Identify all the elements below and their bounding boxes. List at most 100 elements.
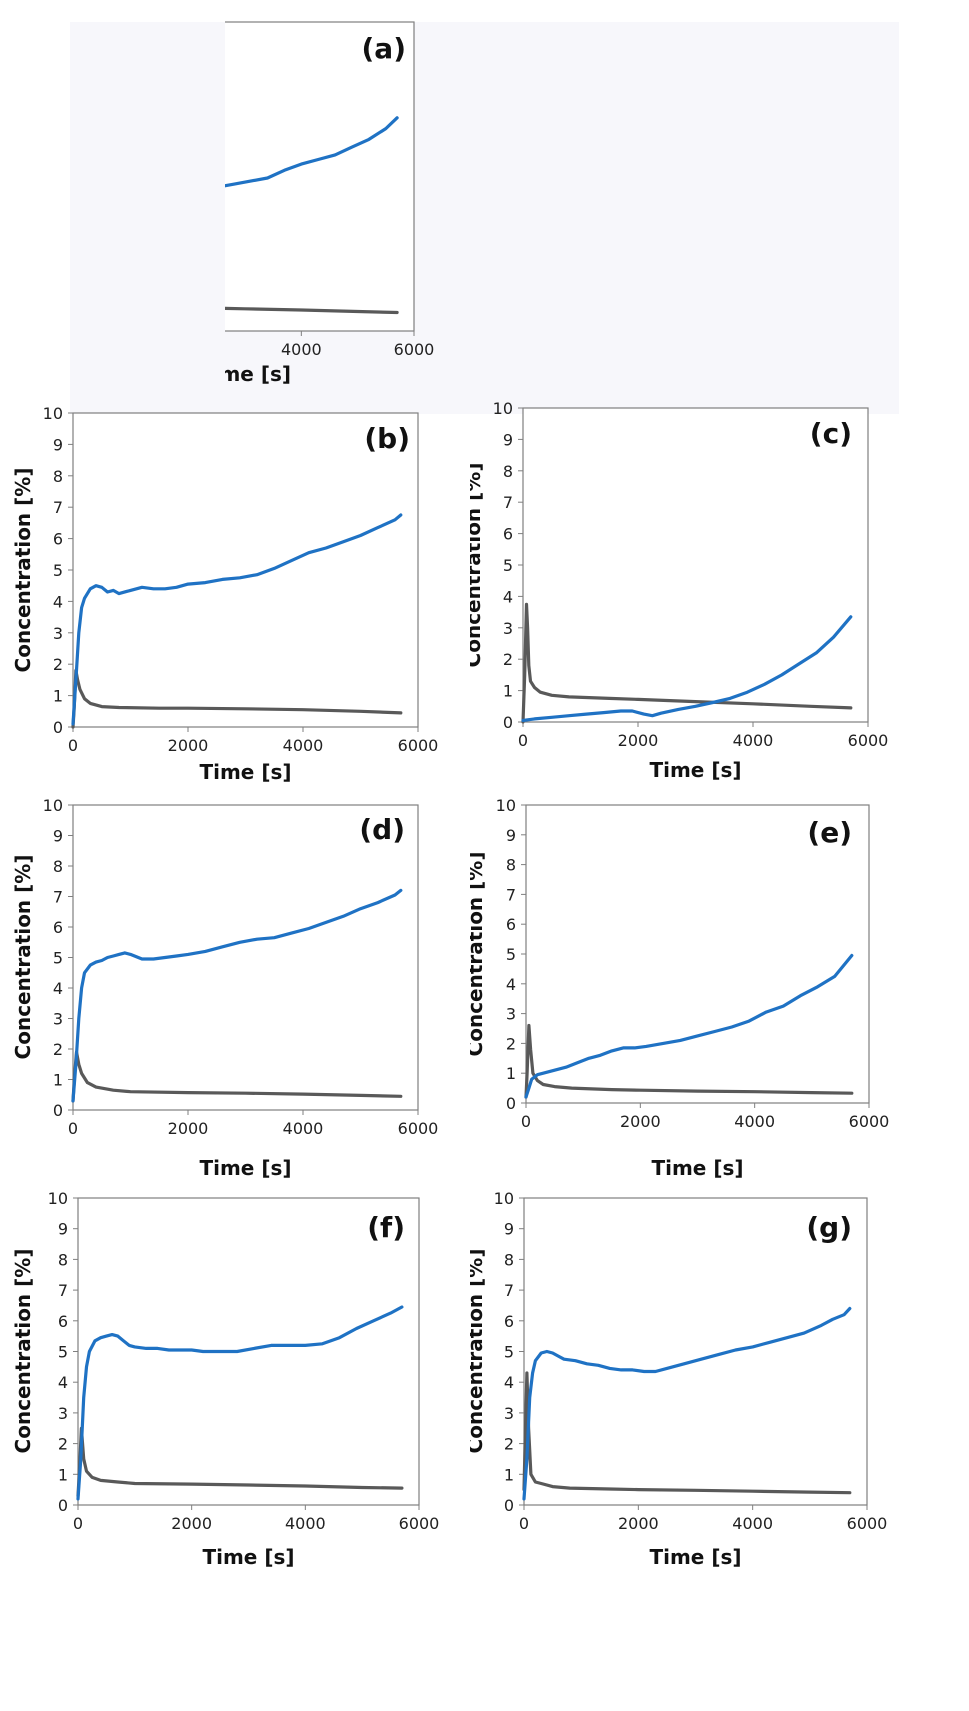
chart-panel-g: 0 1 2 3 4 5 6 7 8 9 10 0 2000 4000 6000 Time [s] Concent… xyxy=(470,1185,969,1711)
panel-a-background xyxy=(70,22,899,414)
chart-panel-e: 0 1 2 3 4 5 6 7 8 9 10 0 2000 4000 6000 Time [s] Concent… xyxy=(470,790,969,1185)
y-tick-label: 0 xyxy=(53,718,63,737)
series-line-co2 xyxy=(71,888,403,1103)
y-tick-label: 0 xyxy=(506,1094,516,1113)
y-tick-label: 10 xyxy=(494,1189,514,1208)
plot-frame-e xyxy=(525,804,870,1104)
y-tick-label: 2 xyxy=(504,1435,514,1454)
x-axis-title: Time [s] xyxy=(199,1156,291,1180)
y-tick-label: 10 xyxy=(493,399,513,418)
plot-frame-c xyxy=(522,407,869,723)
y-tick-label: 2 xyxy=(503,650,513,669)
series-line-co2 xyxy=(521,615,853,722)
series-line-co2 xyxy=(524,953,854,1099)
x-tick-label: 4000 xyxy=(734,1112,775,1131)
y-tick-label: 2 xyxy=(58,1435,68,1454)
y-tick-label: 5 xyxy=(58,1343,68,1362)
x-tick-label: 4000 xyxy=(283,736,324,755)
y-axis-title: Concentration [%] xyxy=(470,852,487,1057)
x-tick-label: 4000 xyxy=(285,1514,326,1533)
x-tick-label: 2000 xyxy=(171,1514,212,1533)
y-tick-label: 1 xyxy=(53,687,63,706)
y-tick-label: 7 xyxy=(53,498,63,517)
y-tick-label: 6 xyxy=(53,530,63,549)
panel-label: (b) xyxy=(364,422,410,455)
chart-a-svg: 02468100200040006000Time [s]Concentratio… xyxy=(225,21,434,386)
y-tick-label: 7 xyxy=(503,493,513,512)
x-axis-title: Time [s] xyxy=(651,1156,743,1180)
y-tick-label: 8 xyxy=(504,1250,514,1269)
chart-panel-f: 0 1 2 3 4 5 6 7 8 9 10 0 2000 4000 6000 Time [s] Concent… xyxy=(0,1185,470,1711)
y-tick-label: 9 xyxy=(53,435,63,454)
y-tick-label: 10 xyxy=(496,796,516,815)
chart-b-svg: 0 1 2 3 4 5 6 7 8 9 10 0 2000 4000 6000 Time [s] Concent… xyxy=(11,404,439,784)
y-tick-label: 5 xyxy=(506,945,516,964)
y-tick-label: 3 xyxy=(503,619,513,638)
y-tick-label: 6 xyxy=(504,1312,514,1331)
y-tick-label: 8 xyxy=(506,856,516,875)
y-tick-label: 6 xyxy=(58,1312,68,1331)
chart-e-svg: 0 1 2 3 4 5 6 7 8 9 10 0 2000 4000 6000 Time [s] Concent… xyxy=(470,796,889,1180)
x-tick-label: 2000 xyxy=(620,1112,661,1131)
y-tick-label: 5 xyxy=(503,556,513,575)
panel-label: (e) xyxy=(807,816,852,849)
x-tick-label: 6000 xyxy=(398,736,439,755)
chart-g-svg: 0 1 2 3 4 5 6 7 8 9 10 0 2000 4000 6000 Time [s] Concent… xyxy=(470,1189,887,1569)
series-line-nh3 xyxy=(521,602,853,724)
y-tick-label: 1 xyxy=(506,1064,516,1083)
y-tick-label: 9 xyxy=(504,1220,514,1239)
chart-f-svg: 0 1 2 3 4 5 6 7 8 9 10 0 2000 4000 6000 Time [s] Concent… xyxy=(11,1189,440,1569)
x-axis-title: Time [s] xyxy=(649,1545,741,1569)
y-axis-title: Concentration [%] xyxy=(470,463,485,668)
x-tick-label: 4000 xyxy=(732,1514,773,1533)
y-axis-title: Concentration [%] xyxy=(11,468,35,673)
x-tick-label: 4000 xyxy=(283,1119,324,1138)
y-tick-label: 10 xyxy=(48,1189,68,1208)
y-tick-label: 4 xyxy=(504,1373,514,1392)
series-line-co2 xyxy=(522,1306,852,1501)
plot-frame-d xyxy=(72,804,419,1111)
y-tick-label: 10 xyxy=(43,404,63,423)
x-axis-title: Time [s] xyxy=(199,760,291,784)
y-tick-label: 1 xyxy=(504,1465,514,1484)
x-tick-label: 2000 xyxy=(168,1119,209,1138)
y-tick-label: 6 xyxy=(503,525,513,544)
y-tick-label: 0 xyxy=(53,1101,63,1120)
series-line-co2 xyxy=(225,116,399,188)
series-line-nh3 xyxy=(225,306,399,315)
panel-label: (g) xyxy=(806,1211,852,1244)
y-tick-label: 3 xyxy=(58,1404,68,1423)
x-tick-label: 4000 xyxy=(281,340,322,359)
plot-frame-b xyxy=(72,412,419,728)
y-tick-label: 1 xyxy=(53,1071,63,1090)
y-tick-label: 2 xyxy=(53,1040,63,1059)
x-tick-label: 2000 xyxy=(168,736,209,755)
chart-d-svg: 0 1 2 3 4 5 6 7 8 9 10 0 2000 4000 6000 Time [s] Concent… xyxy=(11,796,439,1180)
y-tick-label: 7 xyxy=(53,888,63,907)
y-tick-label: 8 xyxy=(53,467,63,486)
y-tick-label: 4 xyxy=(53,979,63,998)
y-tick-label: 6 xyxy=(506,915,516,934)
y-axis-title: Concentration [%] xyxy=(470,1249,487,1454)
y-tick-label: 9 xyxy=(506,826,516,845)
x-tick-label: 6000 xyxy=(399,1514,440,1533)
y-tick-label: 8 xyxy=(53,857,63,876)
x-axis-title: Time [s] xyxy=(225,362,291,386)
y-tick-label: 0 xyxy=(504,1496,514,1515)
x-tick-label: 2000 xyxy=(618,1514,659,1533)
x-tick-label: 0 xyxy=(68,736,78,755)
x-tick-label: 0 xyxy=(73,1514,83,1533)
plot-frame-f xyxy=(77,1197,420,1506)
series-line-nh3 xyxy=(522,1371,852,1495)
x-tick-label: 4000 xyxy=(733,731,774,750)
y-tick-label: 8 xyxy=(503,462,513,481)
x-tick-label: 6000 xyxy=(398,1119,439,1138)
plot-frame-g xyxy=(523,1197,868,1506)
y-axis-title: Concentration [%] xyxy=(11,1249,35,1454)
y-tick-label: 4 xyxy=(506,975,516,994)
x-tick-label: 6000 xyxy=(848,731,889,750)
x-tick-label: 0 xyxy=(68,1119,78,1138)
y-tick-label: 1 xyxy=(58,1465,68,1484)
y-tick-label: 1 xyxy=(503,682,513,701)
y-tick-label: 3 xyxy=(53,1010,63,1029)
